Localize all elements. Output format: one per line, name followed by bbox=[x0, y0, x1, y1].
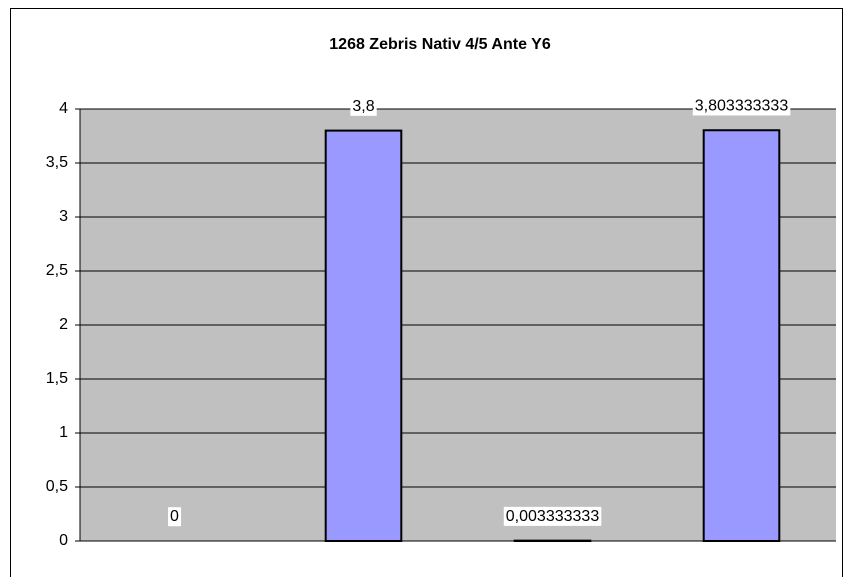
y-tick-label: 0 bbox=[59, 532, 68, 549]
data-label: 0 bbox=[170, 508, 179, 525]
y-tick-label: 3,5 bbox=[46, 154, 68, 171]
y-tick-label: 1 bbox=[59, 424, 68, 441]
y-tick-label: 0,5 bbox=[46, 478, 68, 495]
data-label-bg bbox=[350, 96, 377, 116]
data-label-bg bbox=[692, 96, 791, 116]
data-label: 3,8 bbox=[352, 98, 374, 115]
data-label: 3,803333333 bbox=[695, 97, 789, 114]
y-tick-label: 3 bbox=[59, 208, 68, 225]
y-tick-label: 2,5 bbox=[46, 262, 68, 279]
data-label: 0,003333333 bbox=[506, 508, 600, 525]
bar bbox=[324, 129, 403, 542]
chart-title: 1268 Zebris Nativ 4/5 Ante Y6 bbox=[329, 36, 551, 53]
bar bbox=[702, 129, 781, 543]
y-tick-label: 4 bbox=[59, 100, 68, 117]
data-label-bg bbox=[168, 507, 182, 527]
y-tick-label: 2 bbox=[59, 316, 68, 333]
y-tick-label: 1,5 bbox=[46, 370, 68, 387]
data-label-bg bbox=[503, 506, 602, 526]
